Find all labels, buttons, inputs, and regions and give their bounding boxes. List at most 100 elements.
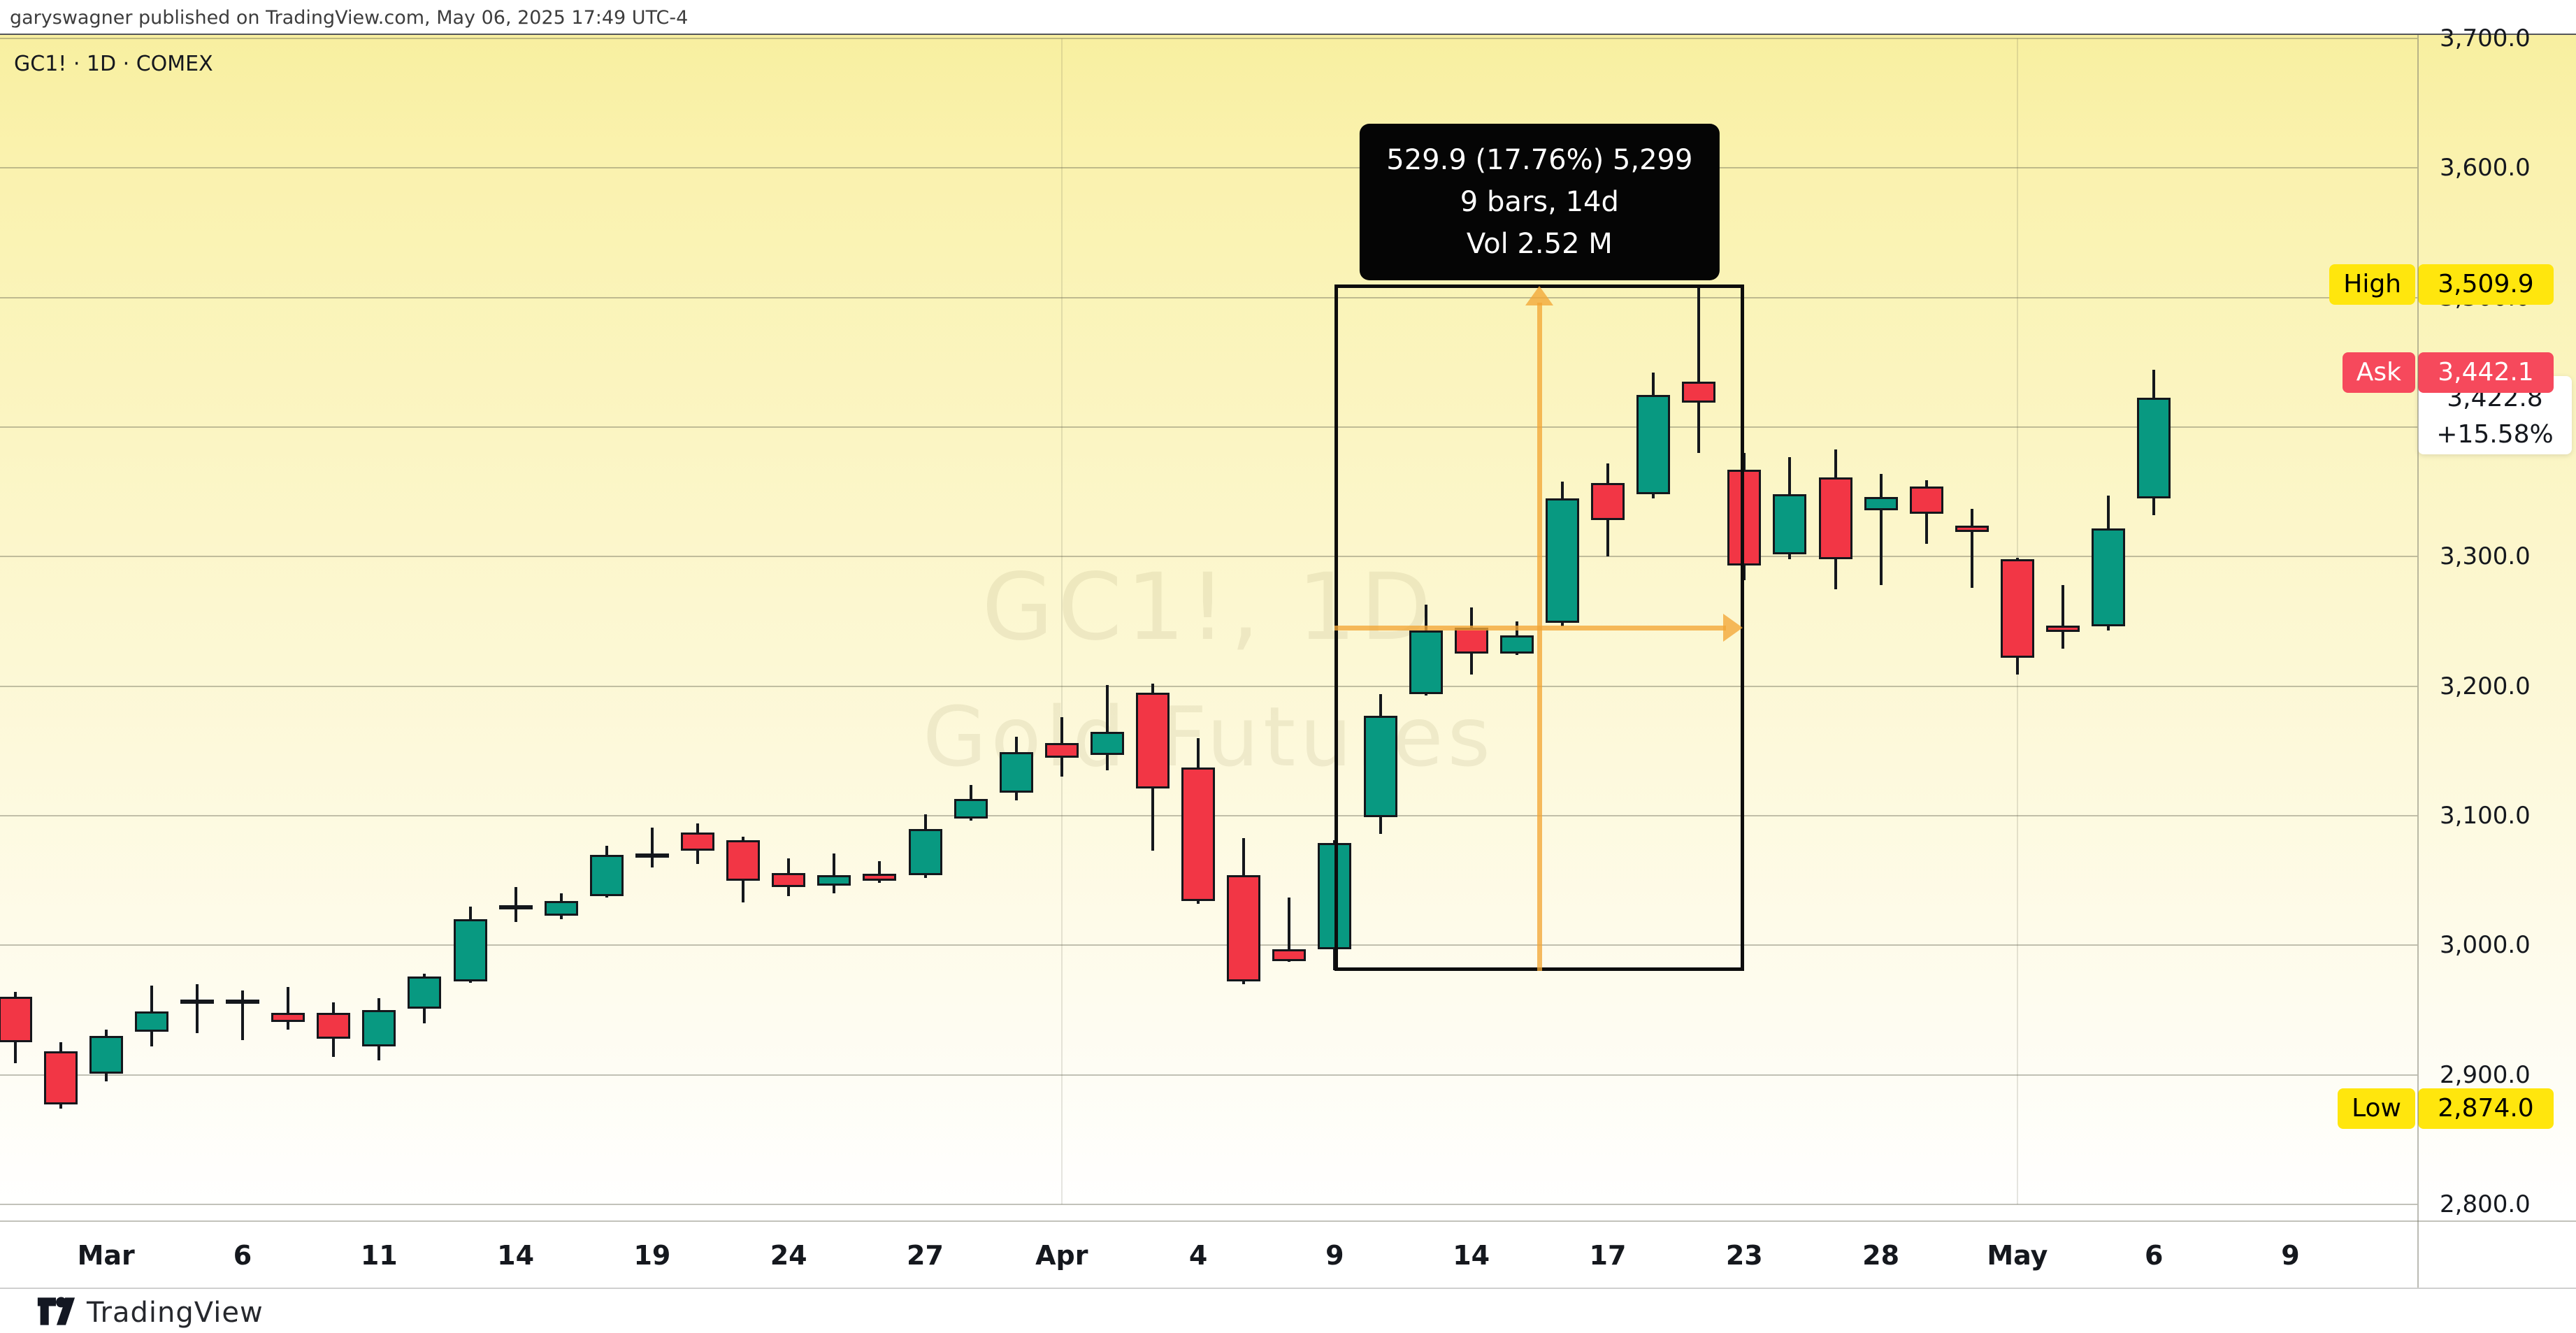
candle[interactable] xyxy=(1136,692,1170,789)
candle[interactable] xyxy=(772,872,806,887)
date-tick-label: 14 xyxy=(497,1240,535,1271)
candle[interactable] xyxy=(1363,716,1397,817)
high-badge-value: 3,509.9 xyxy=(2418,264,2554,305)
candle[interactable] xyxy=(1272,949,1307,961)
h-gridline xyxy=(0,1204,2417,1205)
price-tick-label: 3,700.0 xyxy=(2440,24,2531,52)
candle[interactable] xyxy=(1090,731,1124,755)
h-gridline xyxy=(0,296,2417,298)
price-tick-label: 2,900.0 xyxy=(2440,1060,2531,1089)
measure-tooltip: 529.9 (17.76%) 5,299 9 bars, 14d Vol 2.5… xyxy=(1360,124,1720,281)
high-badge-label: High xyxy=(2329,264,2415,305)
measure-bars: 9 bars, 14d xyxy=(1460,186,1619,219)
measure-right-arrow-icon xyxy=(1723,614,1743,642)
chart-background xyxy=(0,35,2576,1288)
h-gridline xyxy=(0,426,2417,428)
measure-change: 529.9 (17.76%) 5,299 xyxy=(1386,144,1693,177)
candle[interactable] xyxy=(1545,498,1579,623)
candle[interactable] xyxy=(1636,394,1671,495)
date-tick-label: Apr xyxy=(1035,1240,1088,1271)
candle-wick xyxy=(287,986,290,1030)
candle[interactable] xyxy=(1773,494,1807,554)
candle[interactable] xyxy=(726,840,761,881)
date-tick-label: 17 xyxy=(1589,1240,1627,1271)
date-tick-label: 23 xyxy=(1725,1240,1763,1271)
candle-wick xyxy=(241,990,244,1040)
tradingview-logo-text: TradingView xyxy=(87,1297,264,1329)
time-axis-divider xyxy=(0,1220,2576,1222)
candle[interactable] xyxy=(271,1012,305,1022)
h-gridline xyxy=(0,38,2417,39)
date-tick-label: 14 xyxy=(1453,1240,1490,1271)
candle[interactable] xyxy=(1909,487,1943,514)
candle-wick xyxy=(1697,284,1701,454)
candle-wick xyxy=(833,853,836,894)
candle[interactable] xyxy=(1727,470,1762,566)
candle[interactable] xyxy=(2092,528,2126,627)
candle[interactable] xyxy=(1044,743,1079,758)
attribution-text: garyswagner published on TradingView.com… xyxy=(10,7,689,29)
date-tick-label: 28 xyxy=(1862,1240,1900,1271)
price-tick-label: 3,200.0 xyxy=(2440,672,2531,700)
low-badge-value: 2,874.0 xyxy=(2418,1088,2554,1129)
candle[interactable] xyxy=(817,875,851,886)
candle[interactable] xyxy=(2137,397,2171,498)
measure-up-arrow-icon xyxy=(1525,286,1554,306)
date-tick-label: Mar xyxy=(77,1240,135,1271)
ask-badge-value: 3,442.1 xyxy=(2418,352,2554,393)
candle[interactable] xyxy=(999,752,1033,793)
candle[interactable] xyxy=(226,1000,259,1004)
price-tick-label: 3,000.0 xyxy=(2440,931,2531,960)
candle[interactable] xyxy=(1818,477,1852,560)
date-tick-label: 19 xyxy=(633,1240,671,1271)
ask-badge-label: Ask xyxy=(2342,352,2415,393)
price-tick-label: 3,600.0 xyxy=(2440,154,2531,182)
candle[interactable] xyxy=(1682,382,1716,403)
candle[interactable] xyxy=(635,853,669,858)
date-tick-label: 27 xyxy=(907,1240,944,1271)
candle[interactable] xyxy=(1499,635,1534,654)
candle[interactable] xyxy=(1409,630,1443,694)
candle[interactable] xyxy=(498,905,533,909)
v-gridline-month xyxy=(1060,38,1063,1204)
candle[interactable] xyxy=(954,798,988,819)
candle[interactable] xyxy=(589,854,624,896)
candle[interactable] xyxy=(1864,497,1898,510)
measure-vertical-line xyxy=(1537,303,1542,972)
price-tick-label: 2,800.0 xyxy=(2440,1190,2531,1218)
price-tick-label: 3,100.0 xyxy=(2440,802,2531,830)
candle[interactable] xyxy=(180,1000,214,1004)
candle[interactable] xyxy=(362,1010,396,1046)
candle[interactable] xyxy=(134,1011,168,1032)
candle[interactable] xyxy=(681,833,714,851)
time-axis[interactable]: Mar 6 11 14 19 24 27 Apr 4 9 14 17 23 28 May 6 9 xyxy=(0,1220,2417,1288)
candle[interactable] xyxy=(43,1051,78,1105)
candle[interactable] xyxy=(1591,482,1625,521)
footer-brand[interactable]: TradingView xyxy=(36,1295,264,1331)
price-axis-divider xyxy=(2417,35,2419,1289)
date-tick-label: 6 xyxy=(2144,1240,2164,1271)
candle[interactable] xyxy=(2000,559,2034,658)
candle[interactable] xyxy=(1227,875,1261,982)
chart-plot-area[interactable]: GC1!, 1D Gold Futures 529.9 (17.76%) 5,2… xyxy=(0,35,2417,1220)
low-badge-label: Low xyxy=(2338,1088,2415,1129)
last-price-change: +15.58% xyxy=(2436,419,2554,449)
date-tick-label: 11 xyxy=(360,1240,398,1271)
candle[interactable] xyxy=(317,1012,351,1039)
candle[interactable] xyxy=(1181,768,1216,902)
candle-wick xyxy=(195,983,199,1034)
candle[interactable] xyxy=(0,997,32,1043)
candle[interactable] xyxy=(544,901,578,916)
h-gridline xyxy=(0,167,2417,169)
measure-horizontal-line xyxy=(1334,625,1727,631)
candle[interactable] xyxy=(453,919,487,982)
candle[interactable] xyxy=(1955,525,1989,533)
candle[interactable] xyxy=(863,874,897,881)
date-tick-label: 6 xyxy=(233,1240,252,1271)
candle[interactable] xyxy=(408,976,442,1009)
candle[interactable] xyxy=(908,828,942,876)
date-tick-label: 9 xyxy=(1325,1240,1344,1271)
candle[interactable] xyxy=(2046,625,2080,632)
candle[interactable] xyxy=(89,1036,123,1074)
